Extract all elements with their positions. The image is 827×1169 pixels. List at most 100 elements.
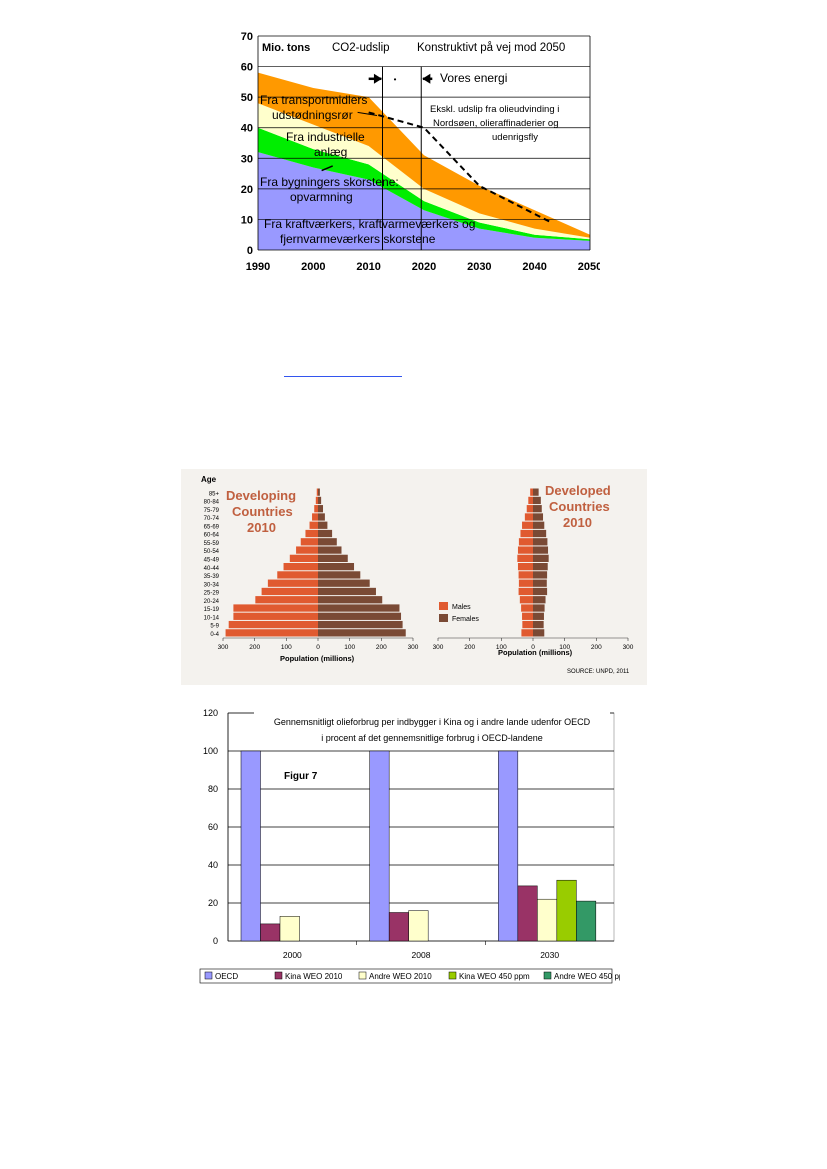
developed-male-bar — [518, 571, 533, 579]
developed-female-bar — [533, 496, 541, 505]
legend-swatch-1 — [274, 971, 283, 980]
bar-0-1 — [369, 750, 390, 942]
developing-male-bar — [305, 529, 318, 538]
legend-label-females: Females — [452, 616, 479, 623]
developed-female-bar — [533, 488, 539, 496]
developing-female-bar — [318, 554, 348, 562]
area-series-0 — [258, 152, 590, 250]
developed-title-3: 2010 — [563, 515, 592, 530]
developed-female-bar — [533, 505, 542, 513]
x-tick-label: 2008 — [412, 950, 431, 960]
note-line-1: Ekskl. udslip fra olieudvinding i — [430, 104, 559, 115]
y-tick-label: 100 — [203, 746, 218, 756]
x-tick-label: 2030 — [467, 261, 491, 273]
developing-male-bar — [300, 538, 318, 546]
series-label-industry-2: anlæg — [314, 145, 347, 159]
bar-0-0 — [240, 750, 261, 942]
developing-female-bar — [318, 620, 403, 629]
note-line-2: Nordsøen, olieraffinaderier og — [433, 118, 559, 129]
legend-label-0: OECD — [215, 972, 238, 981]
developed-female-bar — [533, 563, 548, 571]
developing-female-bar — [318, 571, 361, 579]
developed-x-tick-label: 300 — [623, 644, 634, 651]
age-group-label: 15-19 — [204, 607, 220, 613]
source-note: SOURCE: UNPD, 2011 — [567, 669, 630, 675]
age-group-label: 20-24 — [204, 599, 220, 605]
legend-box — [199, 968, 613, 984]
y-tick-label: 120 — [203, 708, 218, 718]
developing-male-bar — [315, 496, 318, 505]
legend-label-1: Kina WEO 2010 — [285, 972, 343, 981]
x-tick-label: 2000 — [301, 261, 325, 273]
bar-1-2 — [517, 885, 538, 942]
age-group-label: 50-54 — [204, 549, 220, 555]
hyperlink-underline[interactable] — [284, 376, 402, 377]
developed-female-bar — [533, 571, 548, 579]
developed-female-bar — [533, 529, 547, 538]
developed-female-bar — [533, 612, 544, 620]
developed-title-1: Developed — [545, 483, 611, 498]
dot-mark: • — [394, 75, 397, 84]
developing-male-bar — [296, 546, 318, 554]
x-axis-label-left: Population (millions) — [280, 654, 355, 663]
y-tick-label: 0 — [213, 936, 218, 946]
developing-x-tick-label: 100 — [344, 644, 355, 651]
x-tick-label: 2050 — [578, 261, 600, 273]
developing-female-bar — [318, 521, 328, 529]
age-group-label: 55-59 — [204, 541, 220, 547]
bar-1-0 — [260, 923, 281, 942]
developing-male-bar — [255, 596, 318, 604]
developing-female-bar — [318, 612, 402, 620]
developing-male-bar — [316, 488, 318, 496]
developed-male-bar — [526, 505, 533, 513]
area-series-2 — [258, 103, 590, 240]
y-tick-label: 80 — [208, 784, 218, 794]
developing-female-bar — [318, 604, 400, 612]
series-label-buildings-2: opvarmning — [290, 190, 353, 204]
x-tick-label: 2040 — [522, 261, 546, 273]
developed-male-bar — [518, 538, 533, 546]
y-tick-label: 10 — [241, 214, 253, 226]
developed-x-tick-label: 100 — [559, 644, 570, 651]
developed-male-bar — [517, 554, 533, 562]
developed-male-bar — [521, 604, 533, 612]
developing-x-tick-label: 300 — [218, 644, 229, 651]
developing-male-bar — [228, 620, 318, 629]
x-tick-label: 2010 — [356, 261, 380, 273]
developed-female-bar — [533, 596, 546, 604]
developed-male-bar — [517, 546, 533, 554]
developed-female-bar — [533, 579, 547, 587]
developing-x-tick-label: 300 — [408, 644, 419, 651]
age-group-label: 25-29 — [204, 591, 220, 597]
y-tick-label: 20 — [208, 898, 218, 908]
note-line-3: udenrigsfly — [492, 132, 538, 143]
age-group-label: 75-79 — [204, 508, 220, 514]
developing-male-bar — [277, 571, 318, 579]
developing-female-bar — [318, 488, 320, 496]
developing-male-bar — [267, 579, 318, 587]
legend: OECD Kina WEO 2010 Andre WEO 2010 Kina WEO … — [199, 968, 620, 984]
oil-consumption-bar-chart: 0 20 40 60 80 100 120 2000 2008 2030 Gennemsnitli… — [199, 708, 620, 984]
developed-male-bar — [522, 620, 533, 629]
bar-2-2 — [537, 898, 558, 942]
developed-female-bar — [533, 587, 548, 596]
y-tick-label: 30 — [241, 153, 253, 165]
x-tick-label: 2020 — [412, 261, 436, 273]
pointer-arrow — [321, 165, 333, 172]
age-group-label: 85+ — [209, 491, 220, 497]
bar-2-1 — [408, 910, 429, 942]
age-group-label: 35-39 — [204, 574, 220, 580]
left-arrow-head — [422, 73, 431, 84]
series-label-power-1: Fra kraftværkers, kraftvarmeværkers og — [264, 217, 475, 231]
chart-title-line-2: i procent af det gennemsnitlige forbrug … — [321, 733, 543, 743]
legend-swatch-4 — [543, 971, 552, 980]
developed-female-bar — [533, 554, 549, 562]
age-axis-label: Age — [201, 475, 217, 484]
developed-female-bar — [533, 629, 545, 637]
developed-x-tick-label: 0 — [531, 644, 535, 651]
age-group-label: 0-4 — [210, 632, 219, 638]
developed-x-tick-label: 100 — [496, 644, 507, 651]
developing-title-2: Countries — [232, 504, 293, 519]
developing-female-bar — [318, 546, 342, 554]
